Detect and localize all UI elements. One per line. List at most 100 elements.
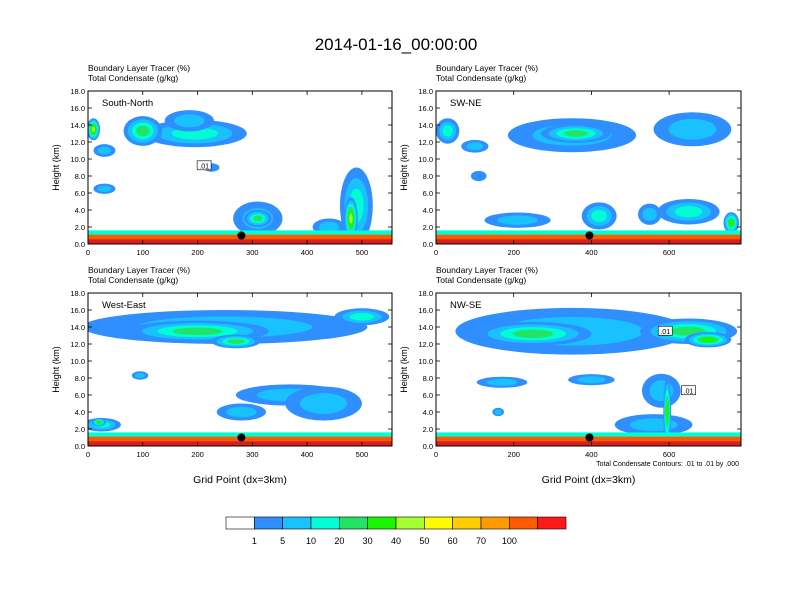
x-tick-label: 600 <box>663 450 676 459</box>
tracer-region <box>226 406 257 418</box>
tracer-region <box>512 329 554 338</box>
tracer-region <box>97 185 112 192</box>
y-tick-label: 0.0 <box>423 240 433 249</box>
x-tick-label: 400 <box>585 248 598 257</box>
y-tick-label: 6.0 <box>423 391 433 400</box>
x-tick-label: 300 <box>246 248 259 257</box>
y-tick-label: 2.0 <box>423 223 433 232</box>
panel-title-line-1: Boundary Layer Tracer (%) <box>436 265 538 275</box>
x-tick-label: 200 <box>191 450 204 459</box>
tracer-region <box>470 170 487 182</box>
y-tick-label: 16.0 <box>418 104 433 113</box>
y-tick-label: 12.0 <box>70 138 85 147</box>
ground-layer-inner <box>436 441 741 446</box>
ground-layer-inner <box>88 441 392 446</box>
panel-title-line-1: Boundary Layer Tracer (%) <box>88 265 190 275</box>
location-marker <box>237 231 246 240</box>
x-tick-label: 200 <box>191 248 204 257</box>
panel-label: NW-SE <box>450 300 482 311</box>
tracer-region <box>97 146 112 155</box>
y-tick-label: 4.0 <box>423 206 433 215</box>
tracer-region <box>486 378 518 386</box>
tracer-region <box>563 130 589 137</box>
colorbar-swatch <box>254 516 283 530</box>
y-tick-label: 6.0 <box>75 189 85 198</box>
x-tick-label: 500 <box>356 450 369 459</box>
panel-title-line-2: Total Condensate (g/kg) <box>88 73 178 83</box>
colorbar-label: 5 <box>280 536 285 546</box>
tracer-region <box>318 221 340 233</box>
y-tick-label: 10.0 <box>70 357 85 366</box>
colorbar-label: 40 <box>391 536 401 546</box>
y-tick-label: 0.0 <box>75 442 85 451</box>
tracer-region <box>174 114 205 128</box>
x-tick-label: 100 <box>137 248 150 257</box>
y-tick-label: 10.0 <box>418 155 433 164</box>
y-tick-label: 2.0 <box>75 223 85 232</box>
x-tick-label: 0 <box>434 450 438 459</box>
colorbar-label: 10 <box>306 536 316 546</box>
panel-title-line-2: Total Condensate (g/kg) <box>436 275 526 285</box>
y-tick-label: 18.0 <box>70 289 85 298</box>
colorbar-swatch <box>395 516 425 530</box>
y-tick-label: 8.0 <box>75 172 85 181</box>
x-tick-label: 0 <box>86 450 90 459</box>
tracer-region <box>668 118 717 140</box>
tracer-region <box>227 339 245 344</box>
tracer-region <box>136 125 150 137</box>
panel-sw-ne: 0.0 2.0 4.0 6.0 8.0 10.0 12.0 14.0 16.0 18.0 0 200 4… <box>399 63 742 257</box>
x-tick-label: 0 <box>434 248 438 257</box>
x-tick-label: 600 <box>663 248 676 257</box>
colorbar-label: 50 <box>419 536 429 546</box>
y-axis-label: Height (km) <box>51 346 61 393</box>
colorbar-swatch <box>537 516 567 530</box>
x-axis-label: Grid Point (dx=3km) <box>193 474 287 486</box>
x-tick-label: 500 <box>356 248 369 257</box>
x-tick-label: 100 <box>137 450 150 459</box>
y-tick-label: 18.0 <box>418 289 433 298</box>
contour-label-box <box>657 325 673 336</box>
y-tick-label: 12.0 <box>418 340 433 349</box>
plot-area <box>436 112 741 244</box>
y-tick-label: 4.0 <box>423 408 433 417</box>
figure-title: 2014-01-16_00:00:00 <box>315 35 478 54</box>
tracer-region <box>91 126 96 132</box>
panel-title-line-1: Boundary Layer Tracer (%) <box>436 63 538 73</box>
y-tick-label: 14.0 <box>70 121 85 130</box>
contour-annotation: Total Condensate Contours: .01 to .01 by… <box>596 461 739 468</box>
y-tick-label: 16.0 <box>70 306 85 315</box>
plot-frame <box>87 90 393 245</box>
y-tick-label: 8.0 <box>75 374 85 383</box>
plot-frame <box>87 292 393 447</box>
tracer-region <box>497 215 538 225</box>
y-tick-label: 4.0 <box>75 206 85 215</box>
panel-west-east: 0.0 2.0 4.0 6.0 8.0 10.0 12.0 14.0 16.0 18.0 0 100 2… <box>51 265 393 486</box>
tracer-region <box>134 372 146 379</box>
ground-layer-inner <box>436 239 741 244</box>
tracer-region <box>349 313 375 321</box>
y-tick-label: 18.0 <box>70 87 85 96</box>
contour-label-box <box>196 160 212 171</box>
colorbar-label: 20 <box>334 536 344 546</box>
y-tick-label: 14.0 <box>418 323 433 332</box>
panel-south-north: .01 0.0 2.0 4.0 6.0 8.0 10.0 12.0 14.0 16.0 18.0 0 1… <box>51 63 393 257</box>
y-tick-label: 4.0 <box>75 408 85 417</box>
tracer-region <box>466 142 484 151</box>
y-tick-label: 10.0 <box>418 357 433 366</box>
x-tick-label: 200 <box>507 248 520 257</box>
y-tick-label: 0.0 <box>423 442 433 451</box>
location-marker <box>585 231 594 240</box>
x-tick-label: 400 <box>585 450 598 459</box>
colorbar-swatch <box>225 516 255 530</box>
colorbar-label: 70 <box>476 536 486 546</box>
y-tick-label: 6.0 <box>75 391 85 400</box>
colorbar-label: 60 <box>448 536 458 546</box>
contour-label: .01 <box>660 329 670 336</box>
x-tick-label: 200 <box>507 450 520 459</box>
y-axis-label: Height (km) <box>399 346 409 393</box>
colorbar-label: 100 <box>502 536 517 546</box>
colorbar-swatch <box>424 516 453 530</box>
panel-nw-se: .01 .01 0.0 2.0 4.0 6.0 8.0 10.0 12.0 14.0 16.0 18.… <box>399 265 742 486</box>
tracer-region <box>591 209 607 222</box>
tracer-region <box>96 420 101 424</box>
